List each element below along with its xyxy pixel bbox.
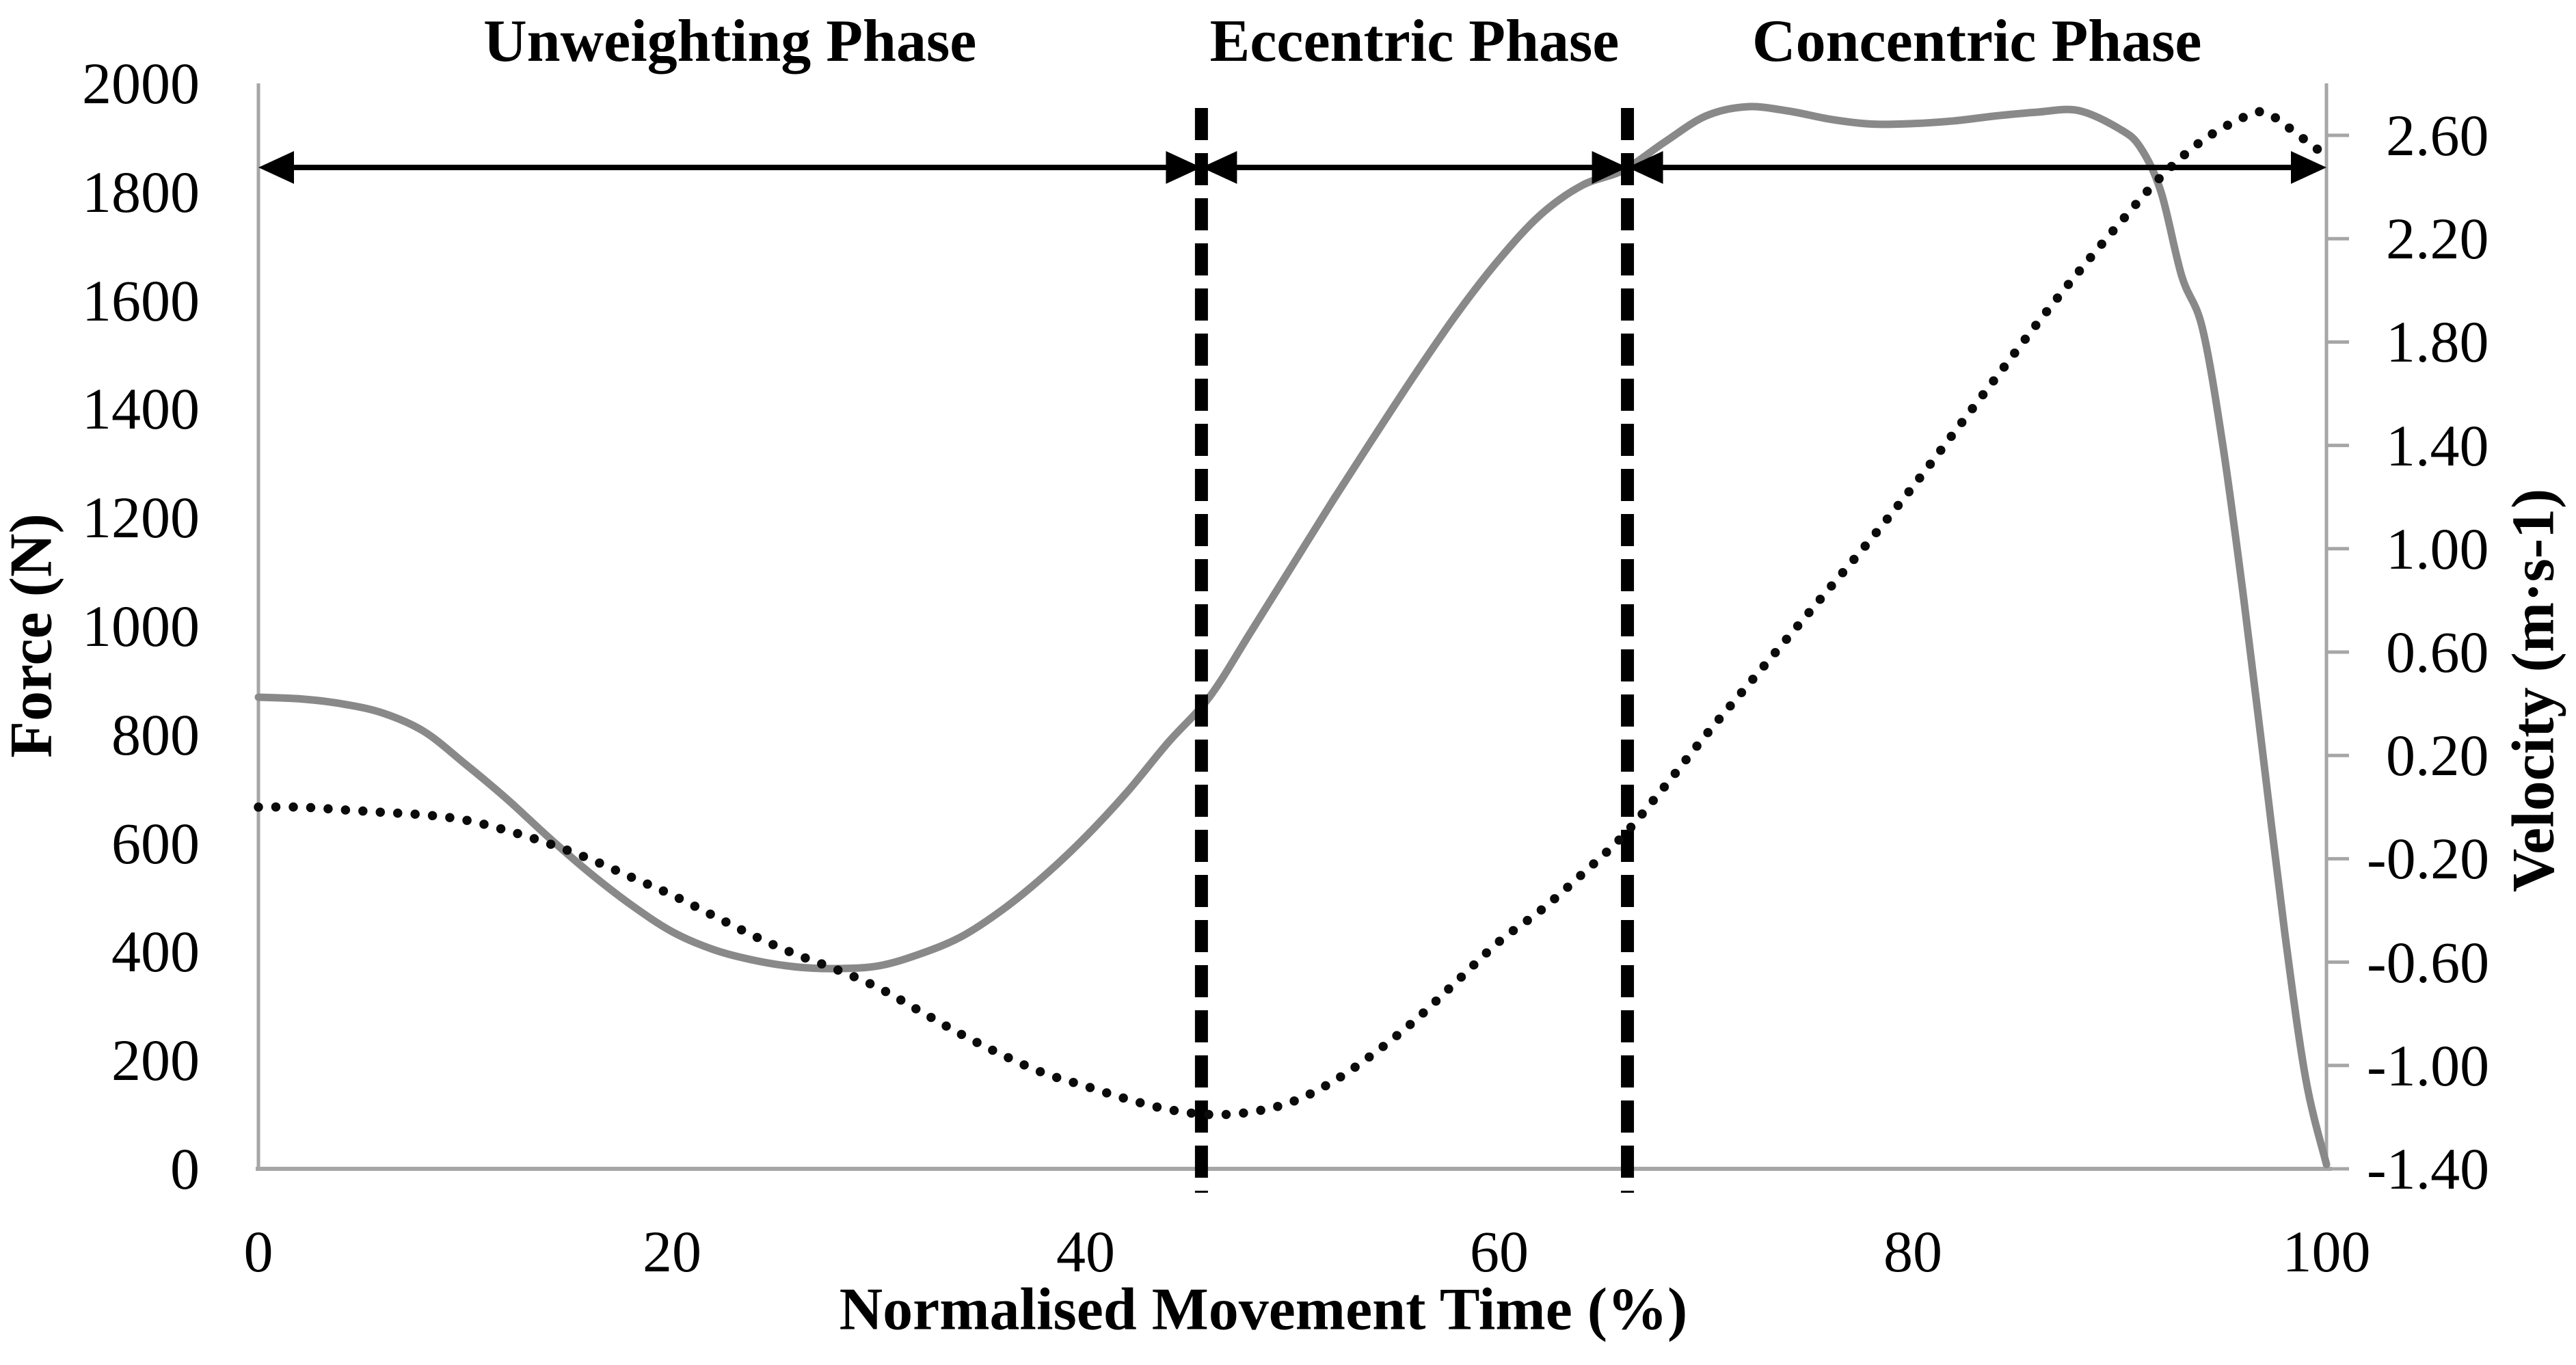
velocity-tick-label: -0.20 xyxy=(2367,826,2490,892)
time-tick-label: 60 xyxy=(1470,1219,1529,1284)
velocity-tick-label: 2.20 xyxy=(2386,206,2489,272)
force-tick-label: 1800 xyxy=(82,159,200,225)
phase-label-concentric: Concentric Phase xyxy=(1752,8,2202,75)
x-axis-title: Normalised Movement Time (%) xyxy=(839,1276,1688,1343)
arrowhead-right-icon xyxy=(2291,151,2326,184)
force-tick-label: 400 xyxy=(111,919,200,985)
force-tick-label: 0 xyxy=(170,1136,200,1202)
velocity-tick-label: 1.00 xyxy=(2386,515,2489,582)
force-tick-label: 200 xyxy=(111,1027,200,1094)
velocity-tick-label: -1.00 xyxy=(2367,1032,2490,1098)
velocity-tick-label: -0.60 xyxy=(2367,929,2490,995)
force-tick-label: 1200 xyxy=(82,485,200,551)
phase-label-unweighting: Unweighting Phase xyxy=(483,8,977,75)
time-tick-label: 80 xyxy=(1883,1219,1942,1284)
velocity-tick-label: 0.20 xyxy=(2386,722,2489,789)
force-tick-label: 2000 xyxy=(82,51,200,116)
velocity-axis-title: Velocity (m·s-1) xyxy=(2500,488,2567,893)
arrowhead-left-icon xyxy=(1627,151,1663,184)
velocity-tick-label: -1.40 xyxy=(2367,1136,2490,1202)
force-axis-title: Force (N) xyxy=(0,513,65,758)
force-tick-label: 1000 xyxy=(82,593,200,659)
time-tick-label: 100 xyxy=(2282,1219,2371,1284)
time-tick-label: 40 xyxy=(1056,1219,1115,1284)
arrowhead-left-icon xyxy=(258,151,294,184)
force-tick-label: 600 xyxy=(111,810,200,876)
force-curve xyxy=(254,103,2331,1169)
time-tick-label: 0 xyxy=(243,1219,273,1284)
phase-label-eccentric: Eccentric Phase xyxy=(1209,8,1620,75)
velocity-tick-label: 0.60 xyxy=(2386,619,2489,685)
velocity-tick-label: 1.80 xyxy=(2386,309,2489,375)
velocity-curve xyxy=(254,107,2331,1120)
velocity-tick-label: 2.60 xyxy=(2386,103,2489,168)
force-tick-label: 1400 xyxy=(82,376,200,442)
time-tick-label: 20 xyxy=(643,1219,701,1284)
arrowhead-right-icon xyxy=(1592,151,1628,184)
force-tick-label: 1600 xyxy=(82,267,200,334)
arrowhead-right-icon xyxy=(1166,151,1202,184)
force-tick-label: 800 xyxy=(111,701,200,768)
arrowhead-left-icon xyxy=(1201,151,1237,184)
velocity-tick-label: 1.40 xyxy=(2386,412,2489,478)
